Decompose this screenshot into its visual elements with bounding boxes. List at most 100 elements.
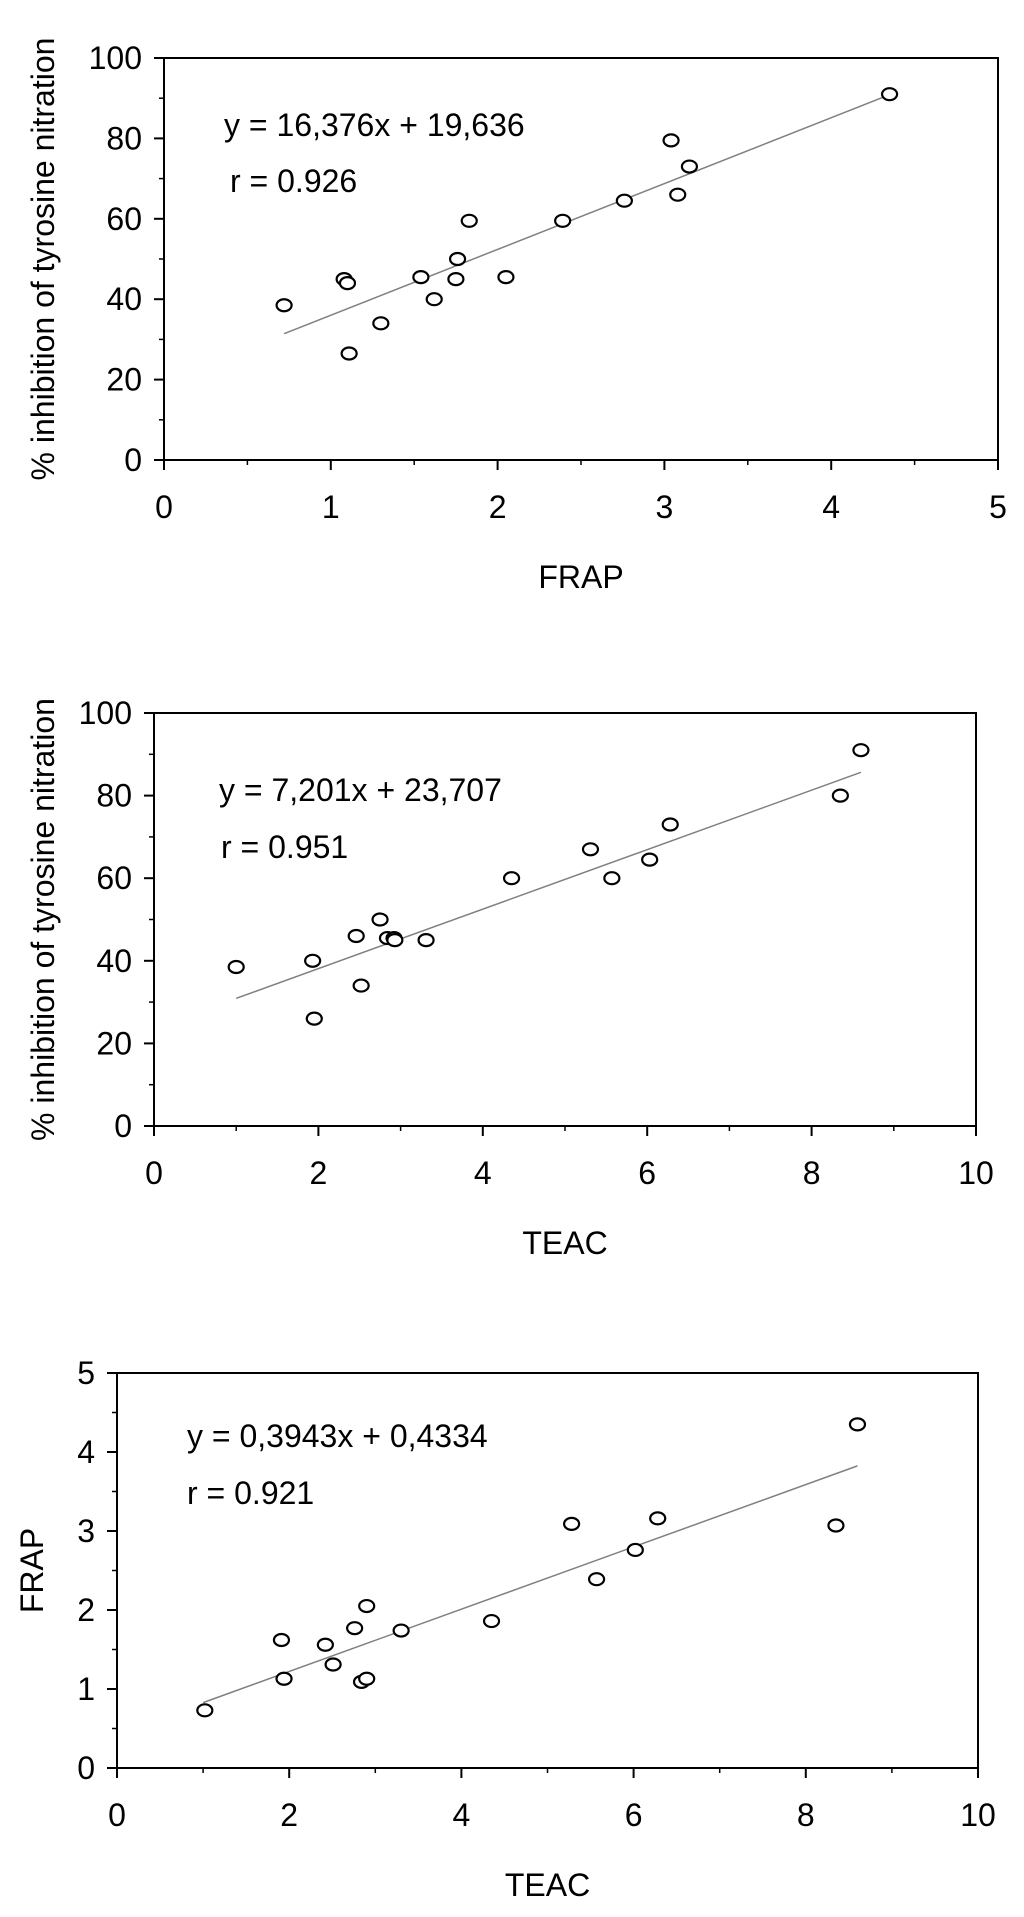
data-point <box>587 1572 606 1587</box>
data-point <box>482 1613 501 1629</box>
data-point <box>304 953 322 968</box>
y-tick-label: 4 <box>77 1434 95 1470</box>
data-point <box>425 292 443 307</box>
y-tick-label: 40 <box>106 281 142 317</box>
x-tick-label: 5 <box>989 489 1007 525</box>
y-tick-label: 100 <box>89 40 142 76</box>
x-tick-label: 8 <box>803 1155 821 1191</box>
data-point <box>305 1011 323 1026</box>
data-point <box>272 1632 291 1648</box>
x-axis-label: TEAC <box>505 1867 590 1903</box>
data-point <box>417 933 435 948</box>
x-tick-label: 8 <box>797 1797 815 1833</box>
correlation-coefficient: r = 0.951 <box>221 829 348 865</box>
regression-equation: y = 0,3943x + 0,4334 <box>187 1418 488 1454</box>
y-tick-label: 0 <box>114 1108 132 1144</box>
data-point <box>392 1623 410 1638</box>
y-tick-label: 100 <box>79 695 132 731</box>
data-point <box>615 193 633 208</box>
y-axis-label: % inhibition of tyrosine nitration <box>25 38 61 481</box>
data-point <box>581 842 600 857</box>
y-tick-label: 0 <box>77 1750 95 1786</box>
data-point <box>603 871 621 886</box>
trendline <box>202 1465 858 1704</box>
y-tick-label: 80 <box>106 120 142 156</box>
data-point <box>649 1511 667 1526</box>
data-point <box>554 213 572 228</box>
data-point <box>448 251 467 267</box>
y-axis-label: FRAP <box>14 1528 50 1613</box>
chart-teac-vs-inhibition: 0 20 40 60 80 100 0 2 4 6 8 10 TEAC % inhibition of t… <box>25 695 994 1261</box>
data-point <box>372 316 390 331</box>
data-point <box>346 1621 364 1636</box>
x-tick-label: 4 <box>453 1797 471 1833</box>
x-tick-label: 10 <box>960 1797 996 1833</box>
chart-frap-vs-inhibition: 0 20 40 60 80 100 0 1 2 3 4 5 FRAP % inhibition of ty… <box>25 38 1007 595</box>
x-tick-label: 1 <box>322 489 340 525</box>
data-point <box>852 743 870 758</box>
x-tick-label: 10 <box>958 1155 994 1191</box>
correlation-coefficient: r = 0.921 <box>187 1475 314 1511</box>
data-point <box>412 269 430 285</box>
x-tick-label: 6 <box>638 1155 656 1191</box>
regression-equation: y = 16,376x + 19,636 <box>224 107 525 143</box>
data-point <box>338 276 357 291</box>
trendline <box>235 771 862 1000</box>
y-tick-label: 2 <box>77 1592 95 1628</box>
x-tick-label: 3 <box>656 489 674 525</box>
data-point <box>227 959 245 975</box>
trendline <box>283 93 890 335</box>
x-tick-label: 0 <box>108 1797 126 1833</box>
data-point <box>275 298 293 313</box>
x-tick-label: 2 <box>280 1797 298 1833</box>
correlation-coefficient: r = 0.926 <box>230 163 357 199</box>
data-point <box>680 159 699 174</box>
data-point <box>460 213 478 228</box>
data-point <box>848 1417 867 1432</box>
data-point <box>626 1542 644 1558</box>
data-point <box>340 346 358 361</box>
x-axis-label: FRAP <box>538 559 623 595</box>
y-tick-label: 1 <box>77 1671 95 1707</box>
data-point <box>502 871 521 886</box>
y-tick-label: 20 <box>106 362 142 398</box>
data-point <box>662 133 680 148</box>
data-point <box>371 912 389 927</box>
data-point <box>669 187 687 202</box>
y-tick-label: 20 <box>96 1025 132 1061</box>
data-point <box>347 928 365 944</box>
data-point <box>661 817 679 832</box>
x-tick-label: 2 <box>310 1155 328 1191</box>
data-point <box>358 1598 376 1614</box>
x-tick-label: 6 <box>625 1797 643 1833</box>
data-point <box>352 978 370 993</box>
data-point <box>358 1671 376 1686</box>
data-point <box>831 788 849 803</box>
data-point <box>386 933 404 948</box>
data-point <box>827 1518 845 1533</box>
data-point <box>880 87 899 102</box>
data-point <box>316 1637 334 1652</box>
data-point <box>196 1703 214 1718</box>
y-tick-label: 0 <box>124 442 142 478</box>
x-tick-label: 2 <box>489 489 507 525</box>
x-tick-label: 4 <box>822 489 840 525</box>
x-axis-label: TEAC <box>522 1225 607 1261</box>
y-axis-label: % inhibition of tyrosine nitration <box>25 698 61 1141</box>
y-tick-label: 5 <box>77 1355 95 1391</box>
data-point <box>275 1671 293 1686</box>
data-point <box>563 1516 581 1531</box>
regression-equation: y = 7,201x + 23,707 <box>219 772 502 808</box>
y-tick-label: 60 <box>106 201 142 237</box>
x-tick-label: 0 <box>155 489 173 525</box>
chart-teac-vs-frap: 0 1 2 3 4 5 0 2 4 6 8 10 TEAC FRAP y = 0,3943x + 0,433… <box>14 1355 996 1903</box>
x-tick-label: 4 <box>474 1155 492 1191</box>
data-point <box>447 272 465 287</box>
y-tick-label: 40 <box>96 943 132 979</box>
y-tick-label: 80 <box>96 778 132 814</box>
y-tick-label: 3 <box>77 1513 95 1549</box>
data-point <box>497 269 515 285</box>
y-tick-label: 60 <box>96 860 132 896</box>
x-tick-label: 0 <box>145 1155 163 1191</box>
